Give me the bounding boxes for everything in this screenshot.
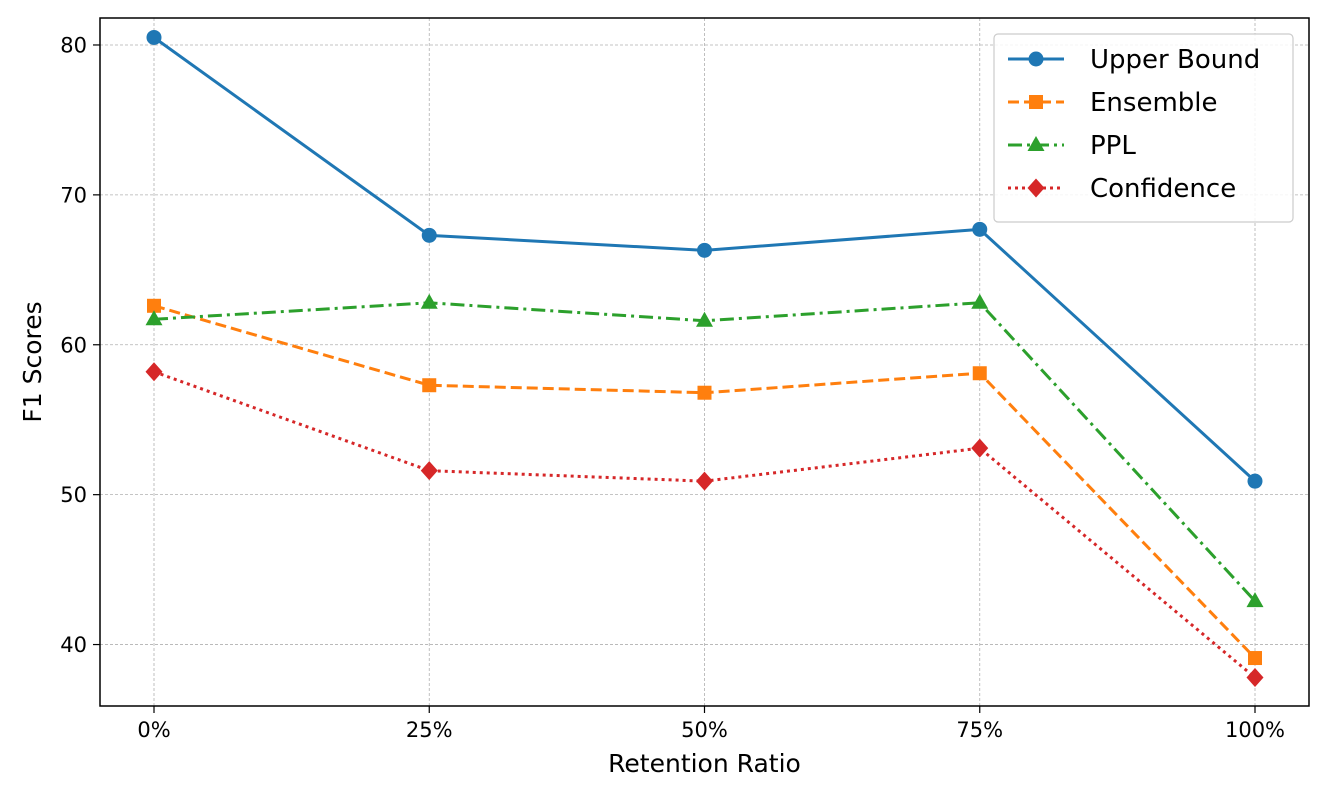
data-point — [697, 242, 712, 258]
series-layer — [145, 29, 1264, 688]
data-point — [422, 378, 437, 393]
series-line — [153, 301, 1257, 603]
legend-marker — [1027, 178, 1045, 198]
legend-item: Upper Bound — [1008, 45, 1260, 75]
data-point — [1248, 651, 1262, 666]
data-point — [420, 293, 438, 309]
data-point — [146, 29, 162, 45]
legend-label: Confidence — [1090, 174, 1236, 204]
x-tick-label: 75% — [956, 718, 1003, 742]
data-point — [971, 438, 989, 458]
y-axis-label: F1 Scores — [18, 301, 47, 422]
legend-box — [993, 33, 1294, 223]
x-tick-label: 50% — [681, 718, 728, 742]
axis-ticks: 0% 25% 50% 75% 100% 40 50 60 70 80 — [60, 33, 1285, 742]
y-tick-label: 80 — [60, 33, 87, 57]
y-tick-label: 50 — [60, 483, 87, 507]
x-tick-label: 0% — [137, 718, 170, 742]
data-point — [972, 366, 987, 381]
series-ppl — [145, 293, 1264, 608]
data-point — [145, 310, 163, 326]
data-point — [696, 471, 713, 491]
data-point — [145, 362, 163, 382]
legend-marker — [1029, 95, 1043, 109]
data-point — [421, 227, 437, 243]
data-point — [972, 221, 988, 237]
legend-label: PPL — [1090, 131, 1136, 161]
data-point — [147, 298, 161, 313]
legend-label: Ensemble — [1090, 88, 1218, 118]
y-tick-label: 70 — [60, 183, 87, 207]
data-point — [1247, 473, 1263, 489]
legend-item: Confidence — [1008, 174, 1236, 204]
data-point — [1246, 592, 1264, 608]
data-point — [1246, 668, 1264, 688]
y-tick-label: 40 — [60, 633, 87, 657]
x-axis-label: Retention Ratio — [608, 749, 801, 778]
series-ensemble — [147, 298, 1262, 666]
series-upper-bound — [146, 29, 1263, 489]
data-point — [971, 293, 989, 309]
data-point — [697, 385, 712, 400]
series-confidence — [145, 362, 1264, 688]
legend-item: PPL — [1008, 131, 1136, 161]
data-point — [696, 311, 713, 327]
legend-item: Ensemble — [1008, 88, 1218, 118]
legend-label: Upper Bound — [1090, 45, 1260, 75]
legend-marker — [1027, 136, 1045, 151]
x-tick-label: 100% — [1225, 718, 1285, 742]
data-point — [420, 461, 438, 481]
legend: Upper Bound Ensemble PPL Confidence — [993, 33, 1294, 223]
x-tick-label: 25% — [406, 718, 453, 742]
y-tick-label: 60 — [60, 333, 87, 357]
legend-marker — [1028, 51, 1044, 67]
